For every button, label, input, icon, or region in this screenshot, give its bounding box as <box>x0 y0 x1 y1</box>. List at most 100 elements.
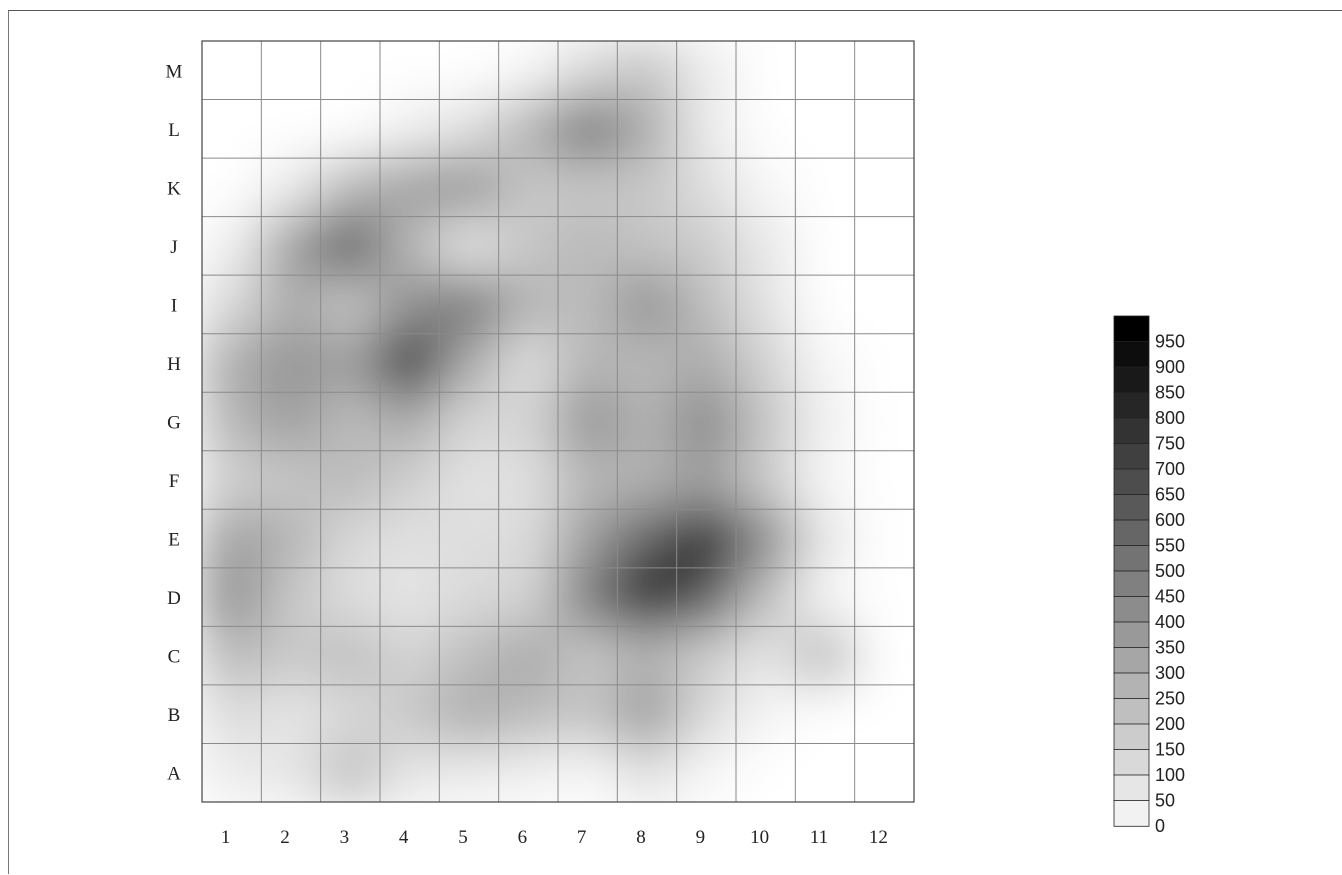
heat-cell-E7 <box>558 509 618 569</box>
heat-cell-J11 <box>795 216 856 276</box>
column-label-2: 2 <box>280 827 290 848</box>
legend-label-700: 700 <box>1155 459 1185 479</box>
heat-cell-D6 <box>498 567 559 627</box>
heat-cell-G5 <box>439 392 500 452</box>
legend-swatch <box>1113 341 1150 368</box>
legend-label-450: 450 <box>1155 587 1185 607</box>
legend-swatch <box>1113 494 1150 521</box>
heat-cell-M6 <box>498 41 559 101</box>
heat-cell-A5 <box>439 743 500 802</box>
legend-swatch <box>1113 519 1150 547</box>
heat-cell-A2 <box>261 743 322 802</box>
legend-swatch <box>1113 774 1150 802</box>
heat-cell-I11 <box>795 275 856 335</box>
heat-cell-K1 <box>202 158 262 218</box>
heat-cell-K2 <box>261 158 322 218</box>
heat-cell-D4 <box>380 567 440 627</box>
heat-cell-L11 <box>795 99 856 159</box>
heat-cell-C10 <box>736 626 796 686</box>
legend-swatch <box>1113 443 1150 470</box>
heat-cell-K7 <box>558 158 618 218</box>
legend-swatch <box>1113 800 1150 827</box>
heat-cell-K3 <box>320 158 381 218</box>
legend-label-0: 0 <box>1155 816 1165 836</box>
heat-cell-C4 <box>380 626 440 686</box>
heat-cell-F7 <box>558 450 618 510</box>
row-label-A: A <box>167 764 181 785</box>
heat-cell-M4 <box>380 41 440 101</box>
legend-label-600: 600 <box>1155 510 1185 530</box>
heat-cell-L9 <box>676 99 737 159</box>
heat-cell-D12 <box>854 567 914 627</box>
heat-cell-A1 <box>202 743 262 802</box>
heat-cell-H8 <box>617 333 678 393</box>
heat-cell-I1 <box>202 275 262 335</box>
heat-cell-C5 <box>439 626 500 686</box>
column-label-3: 3 <box>340 827 350 848</box>
heat-cell-I3 <box>320 275 381 335</box>
heat-cell-K5 <box>439 158 500 218</box>
heat-cell-G1 <box>202 392 262 452</box>
row-label-C: C <box>168 647 181 668</box>
legend-swatch <box>1113 366 1150 394</box>
heat-cell-G2 <box>261 392 322 452</box>
row-label-E: E <box>168 530 180 551</box>
legend-swatch <box>1113 570 1150 598</box>
heat-cell-B6 <box>498 684 559 744</box>
heat-cell-D11 <box>795 567 856 627</box>
heat-cell-K12 <box>854 158 914 218</box>
heat-cell-H1 <box>202 333 262 393</box>
legend-label-650: 650 <box>1155 485 1185 505</box>
legend-label-300: 300 <box>1155 663 1185 683</box>
heat-cell-E10 <box>736 509 796 569</box>
heat-cell-H5 <box>439 333 500 393</box>
heat-cell-E6 <box>498 509 559 569</box>
heat-cell-I10 <box>736 275 796 335</box>
grid-lines <box>202 41 914 802</box>
row-label-M: M <box>166 61 183 82</box>
heat-cell-G12 <box>854 392 914 452</box>
heat-cell-E9 <box>676 509 737 569</box>
heat-cell-M2 <box>261 41 322 101</box>
heat-cell-M5 <box>439 41 500 101</box>
heat-cell-J9 <box>676 216 737 276</box>
legend-swatch <box>1113 596 1150 623</box>
heat-cell-E3 <box>320 509 381 569</box>
heat-cell-I12 <box>854 275 914 335</box>
heat-cell-J5 <box>439 216 500 276</box>
heat-cell-B10 <box>736 684 796 744</box>
heat-cell-B7 <box>558 684 618 744</box>
column-label-5: 5 <box>458 827 468 848</box>
heat-cell-A11 <box>795 743 856 802</box>
heat-cell-G11 <box>795 392 856 452</box>
column-label-11: 11 <box>810 827 828 848</box>
row-label-I: I <box>171 295 177 316</box>
legend-label-900: 900 <box>1155 357 1185 377</box>
legend-swatch <box>1113 723 1150 751</box>
heat-cell-E5 <box>439 509 500 569</box>
legend-swatch <box>1113 749 1150 776</box>
heat-cell-I5 <box>439 275 500 335</box>
legend-label-150: 150 <box>1155 740 1185 760</box>
heat-cell-B3 <box>320 684 381 744</box>
row-label-J: J <box>170 237 177 258</box>
heat-cell-B9 <box>676 684 737 744</box>
heat-cell-C3 <box>320 626 381 686</box>
heat-cell-J7 <box>558 216 618 276</box>
heat-cell-E1 <box>202 509 262 569</box>
heat-cell-F8 <box>617 450 678 510</box>
legend-label-950: 950 <box>1155 332 1185 352</box>
column-label-1: 1 <box>221 827 231 848</box>
heat-cell-M8 <box>617 41 678 101</box>
legend-label-400: 400 <box>1155 612 1185 632</box>
heat-cell-E11 <box>795 509 856 569</box>
heat-cell-A9 <box>676 743 737 802</box>
row-label-G: G <box>167 413 181 434</box>
heat-cell-K6 <box>498 158 559 218</box>
heat-cell-I2 <box>261 275 322 335</box>
legend-label-100: 100 <box>1155 765 1185 785</box>
heat-cell-L7 <box>558 99 618 159</box>
color-legend: 9509008508007507006506005505004504003503… <box>1113 315 1185 836</box>
heat-cell-H7 <box>558 333 618 393</box>
heat-cell-F1 <box>202 450 262 510</box>
